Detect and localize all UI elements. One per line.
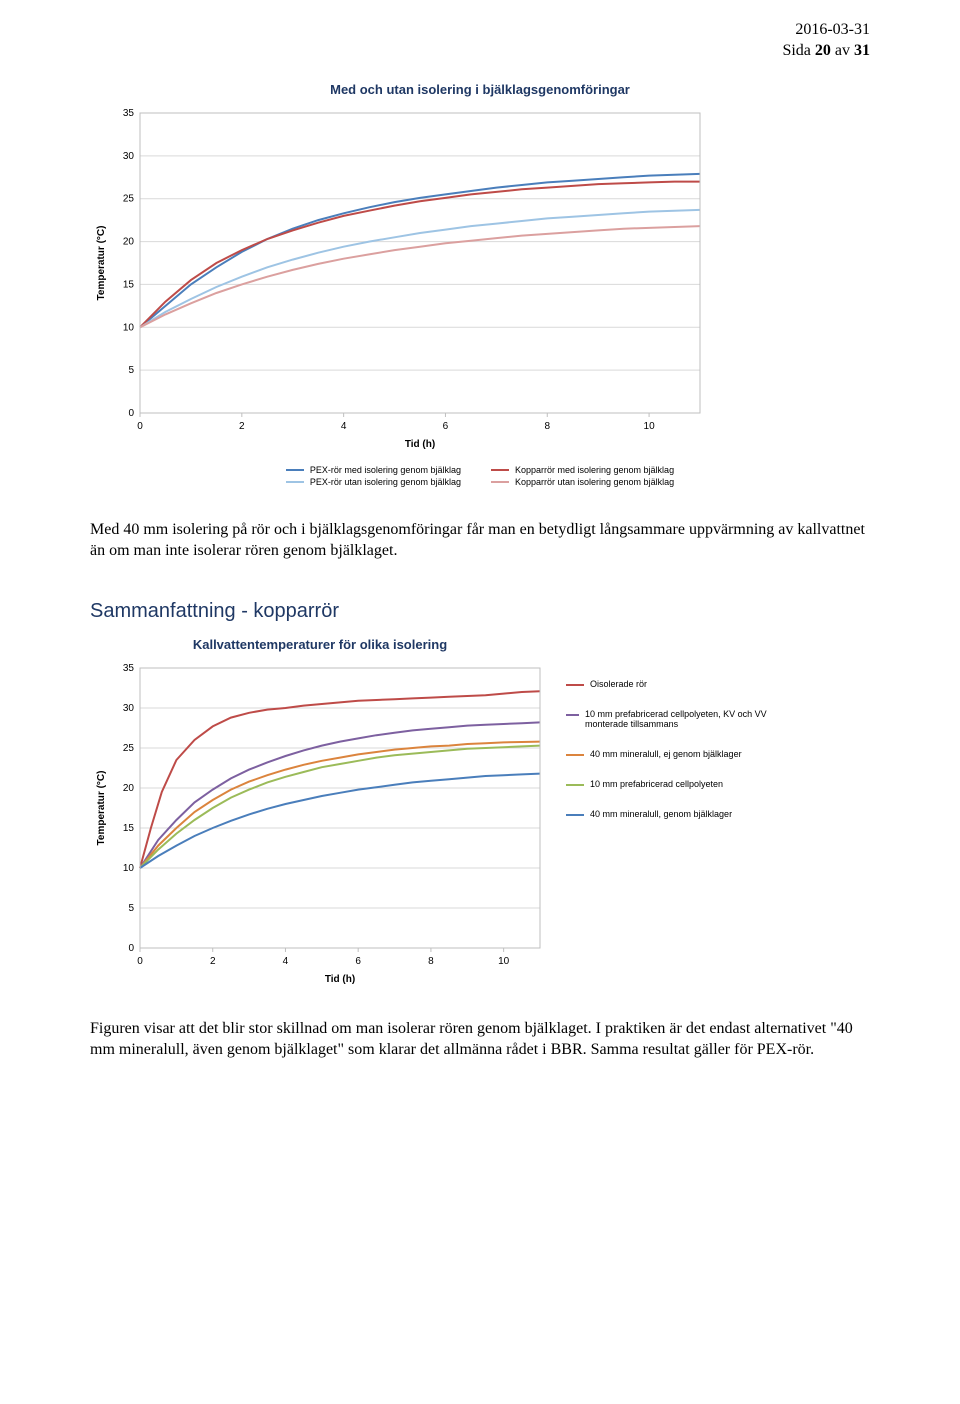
svg-text:25: 25 <box>123 193 135 204</box>
page: 2016-03-31 Sida 20 av 31 Med och utan is… <box>0 0 960 1139</box>
svg-text:Temperatur (°C): Temperatur (°C) <box>96 770 107 845</box>
svg-text:2: 2 <box>239 421 245 432</box>
chart-2-legend: Oisolerade rör 10 mm prefabricerad cellpo… <box>566 677 786 839</box>
legend-item: 40 mm mineralull, ej genom bjälklager <box>566 749 786 759</box>
paragraph-1: Med 40 mm isolering på rör och i bjälkla… <box>90 519 870 562</box>
svg-text:4: 4 <box>283 956 289 967</box>
legend-item: 10 mm prefabricerad cellpolyeten, KV och… <box>566 709 786 729</box>
svg-text:8: 8 <box>544 421 550 432</box>
chart-2-plot: 0 5 10 15 20 25 30 35 0 2 4 6 8 10 Tid (h) Temperatur (… <box>90 658 550 988</box>
svg-text:0: 0 <box>128 408 134 419</box>
legend-item: Kopparrör utan isolering genom bjälklag <box>491 477 674 487</box>
chart-1-title: Med och utan isolering i bjälklagsgenomf… <box>90 82 870 97</box>
chart-1: Med och utan isolering i bjälklagsgenomf… <box>90 82 870 489</box>
svg-text:15: 15 <box>123 823 135 834</box>
svg-text:0: 0 <box>137 421 143 432</box>
legend-item: 40 mm mineralull, genom bjälklager <box>566 809 786 819</box>
legend-item: Oisolerade rör <box>566 679 786 689</box>
svg-text:Temperatur (°C): Temperatur (°C) <box>96 225 107 300</box>
chart-1-legend: PEX-rör med isolering genom bjälklag PEX-… <box>90 463 870 489</box>
svg-text:0: 0 <box>128 943 134 954</box>
svg-text:6: 6 <box>443 421 449 432</box>
svg-text:10: 10 <box>123 863 135 874</box>
svg-text:2: 2 <box>210 956 216 967</box>
legend-label: Kopparrör utan isolering genom bjälklag <box>515 477 674 487</box>
chart-2-title: Kallvattentemperaturer för olika isoleri… <box>90 637 550 652</box>
legend-label: PEX-rör med isolering genom bjälklag <box>310 465 461 475</box>
header-date: 2016-03-31 <box>90 20 870 41</box>
svg-text:5: 5 <box>128 903 134 914</box>
legend-label: 10 mm prefabricerad cellpolyeten <box>590 779 723 789</box>
chart-1-plot: 0 5 10 15 20 25 30 35 0 2 4 6 8 10 Tid (h) Temperatur (… <box>90 103 870 453</box>
legend-label: 40 mm mineralull, ej genom bjälklager <box>590 749 742 759</box>
chart-2: Kallvattentemperaturer för olika isoleri… <box>90 637 870 988</box>
legend-label: 40 mm mineralull, genom bjälklager <box>590 809 732 819</box>
legend-label: Kopparrör med isolering genom bjälklag <box>515 465 674 475</box>
legend-item: Kopparrör med isolering genom bjälklag <box>491 465 674 475</box>
header-page-line: Sida 20 av 31 <box>90 41 870 62</box>
svg-text:15: 15 <box>123 279 135 290</box>
svg-text:Tid (h): Tid (h) <box>405 439 435 450</box>
svg-text:20: 20 <box>123 783 135 794</box>
svg-text:30: 30 <box>123 703 135 714</box>
sammanfattning-heading: Sammanfattning - kopparrör <box>90 600 870 623</box>
page-header: 2016-03-31 Sida 20 av 31 <box>90 20 870 62</box>
svg-text:35: 35 <box>123 663 135 674</box>
svg-text:20: 20 <box>123 236 135 247</box>
legend-item: PEX-rör med isolering genom bjälklag <box>286 465 461 475</box>
svg-text:6: 6 <box>355 956 361 967</box>
svg-text:10: 10 <box>498 956 510 967</box>
svg-text:10: 10 <box>644 421 656 432</box>
paragraph-2: Figuren visar att det blir stor skillnad… <box>90 1018 870 1061</box>
svg-text:0: 0 <box>137 956 143 967</box>
svg-text:25: 25 <box>123 743 135 754</box>
svg-text:4: 4 <box>341 421 347 432</box>
legend-label: 10 mm prefabricerad cellpolyeten, KV och… <box>585 709 786 729</box>
svg-text:30: 30 <box>123 150 135 161</box>
legend-item: 10 mm prefabricerad cellpolyeten <box>566 779 786 789</box>
legend-label: PEX-rör utan isolering genom bjälklag <box>310 477 461 487</box>
svg-text:10: 10 <box>123 322 135 333</box>
legend-item: PEX-rör utan isolering genom bjälklag <box>286 477 461 487</box>
legend-label: Oisolerade rör <box>590 679 647 689</box>
svg-text:35: 35 <box>123 108 135 119</box>
svg-text:5: 5 <box>128 365 134 376</box>
svg-text:Tid (h): Tid (h) <box>325 974 355 985</box>
svg-text:8: 8 <box>428 956 434 967</box>
